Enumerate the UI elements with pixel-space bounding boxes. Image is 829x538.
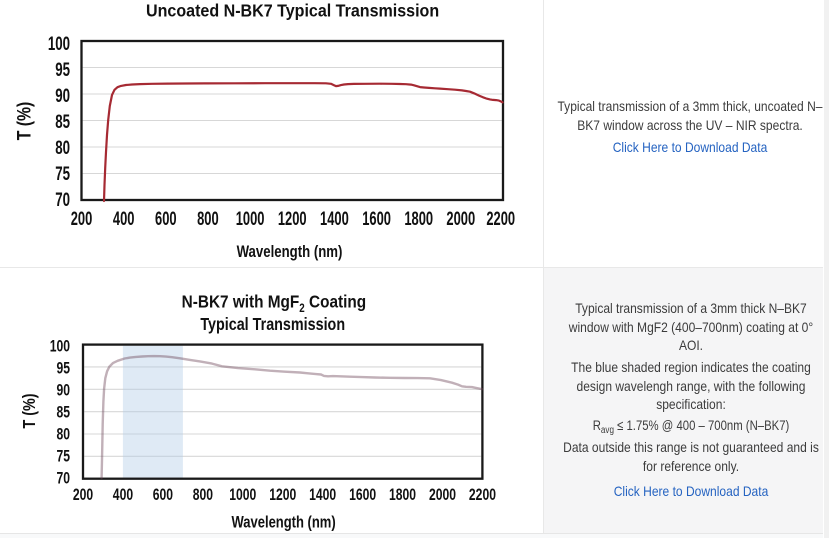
svg-text:2200: 2200 — [469, 486, 496, 504]
svg-text:T (%): T (%) — [13, 102, 35, 140]
svg-text:85: 85 — [55, 112, 70, 133]
svg-text:400: 400 — [113, 486, 133, 504]
svg-text:95: 95 — [55, 60, 70, 81]
svg-text:1000: 1000 — [229, 486, 256, 504]
svg-text:N-BK7 with MgF2 Coating: N-BK7 with MgF2 Coating — [182, 291, 366, 315]
svg-text:1800: 1800 — [404, 209, 433, 230]
svg-text:1200: 1200 — [278, 209, 307, 230]
svg-text:Typical Transmission: Typical Transmission — [200, 315, 345, 335]
svg-text:1000: 1000 — [236, 209, 265, 230]
svg-text:1200: 1200 — [269, 486, 296, 504]
svg-text:600: 600 — [153, 486, 173, 504]
svg-text:200: 200 — [71, 209, 93, 230]
svg-text:Wavelength (nm): Wavelength (nm) — [237, 243, 343, 262]
svg-text:T (%): T (%) — [21, 393, 40, 428]
svg-text:100: 100 — [48, 34, 70, 55]
svg-text:95: 95 — [56, 360, 70, 378]
svg-text:80: 80 — [55, 138, 70, 159]
svg-text:70: 70 — [55, 190, 70, 211]
svg-text:2000: 2000 — [429, 486, 456, 504]
svg-text:400: 400 — [113, 209, 135, 230]
svg-text:2200: 2200 — [486, 209, 515, 230]
svg-text:75: 75 — [56, 448, 70, 466]
svg-text:2000: 2000 — [446, 209, 475, 230]
svg-text:600: 600 — [155, 209, 177, 230]
svg-text:1400: 1400 — [309, 486, 336, 504]
svg-text:80: 80 — [56, 426, 70, 444]
svg-text:Uncoated N-BK7 Typical Transmi: Uncoated N-BK7 Typical Transmission — [146, 1, 439, 21]
svg-text:1800: 1800 — [389, 486, 416, 504]
svg-text:1400: 1400 — [320, 209, 349, 230]
svg-text:90: 90 — [56, 382, 70, 400]
svg-text:100: 100 — [50, 338, 70, 356]
svg-text:800: 800 — [193, 486, 213, 504]
svg-text:70: 70 — [56, 470, 70, 488]
svg-text:200: 200 — [73, 486, 93, 504]
svg-text:85: 85 — [56, 404, 70, 422]
svg-text:Wavelength (nm): Wavelength (nm) — [232, 514, 336, 532]
svg-text:1600: 1600 — [362, 209, 391, 230]
svg-text:75: 75 — [55, 164, 70, 185]
svg-text:90: 90 — [55, 86, 70, 107]
svg-text:1600: 1600 — [349, 486, 376, 504]
svg-text:800: 800 — [197, 209, 219, 230]
